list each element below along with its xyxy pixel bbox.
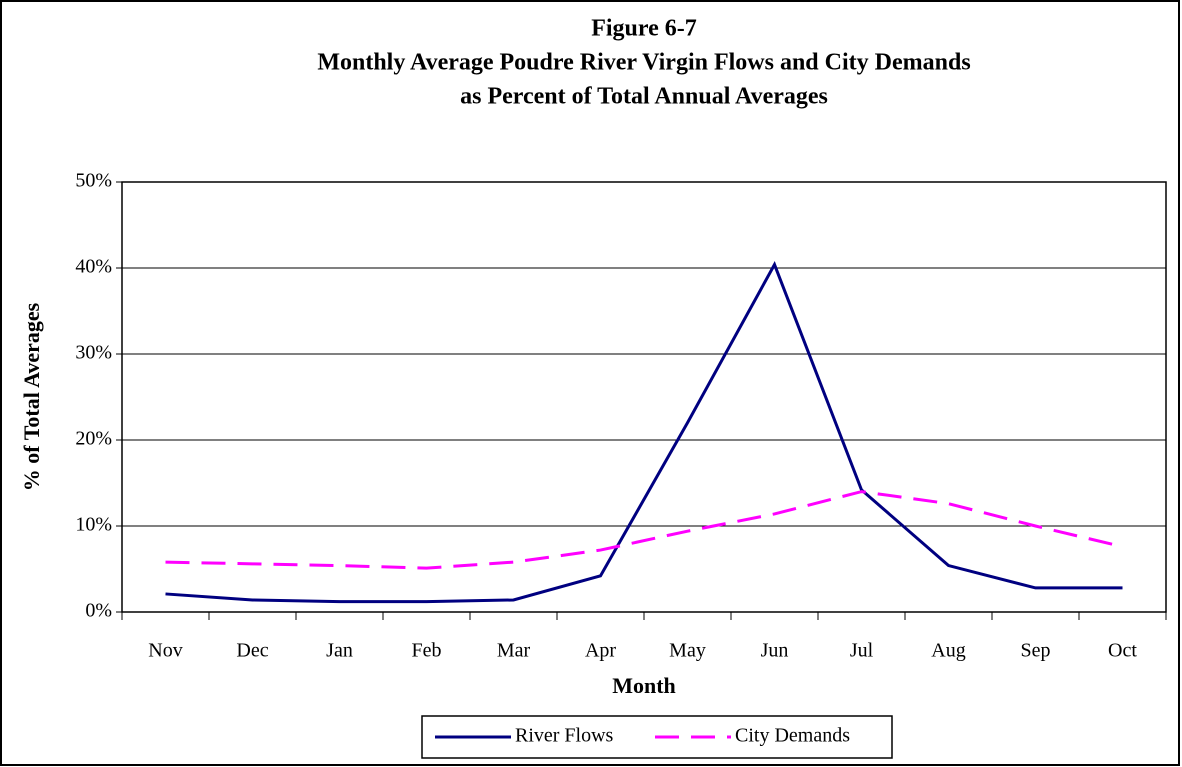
y-axis-title: % of Total Averages <box>19 302 44 491</box>
chart-title: Monthly Average Poudre River Virgin Flow… <box>317 50 970 76</box>
x-tick-label: Jan <box>326 640 353 662</box>
x-tick-label: Mar <box>497 640 531 662</box>
line-series <box>165 490 1123 570</box>
x-tick-label: Aug <box>931 640 965 662</box>
x-tick-label: Jun <box>761 640 789 662</box>
legend-label: City Demands <box>735 725 850 747</box>
y-tick-label: 40% <box>75 256 112 278</box>
x-tick-label: Apr <box>585 640 616 662</box>
line-series <box>165 261 1123 604</box>
y-tick-label: 50% <box>75 170 112 192</box>
chart-title: Figure 6-7 <box>591 16 697 42</box>
x-axis-title: Month <box>612 673 676 698</box>
x-tick-label: Feb <box>412 640 442 662</box>
y-tick-label: 20% <box>75 428 112 450</box>
chart-title: as Percent of Total Annual Averages <box>460 84 828 110</box>
x-tick-label: Nov <box>148 640 182 662</box>
y-tick-label: 10% <box>75 514 112 536</box>
x-tick-label: Oct <box>1108 640 1137 662</box>
x-tick-label: Dec <box>236 640 268 662</box>
x-tick-label: Sep <box>1021 640 1051 662</box>
x-tick-label: Jul <box>850 640 874 662</box>
legend-label: River Flows <box>515 725 614 747</box>
y-tick-label: 0% <box>85 600 112 622</box>
y-tick-label: 30% <box>75 342 112 364</box>
x-tick-label: May <box>669 640 706 662</box>
